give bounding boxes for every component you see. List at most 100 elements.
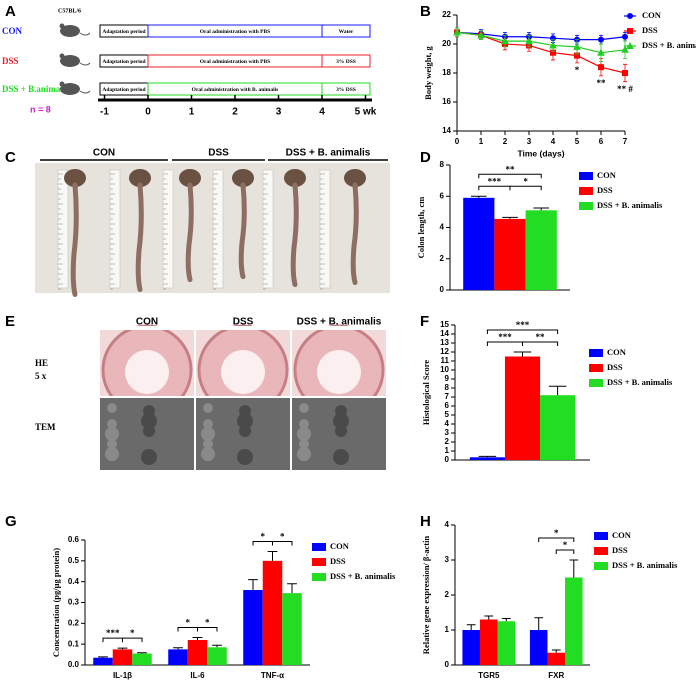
- tem-texture: [297, 447, 311, 461]
- tem-texture: [107, 439, 117, 449]
- tem-texture: [201, 427, 215, 441]
- legend-label: DSS: [607, 362, 623, 372]
- x-tick-label: 1: [479, 137, 484, 146]
- bar: [547, 652, 566, 665]
- sample-size: n = 8: [30, 104, 51, 114]
- error-bar: [287, 583, 297, 594]
- y-tick-label: 11: [441, 356, 450, 365]
- significance-bracket: [478, 185, 511, 191]
- error-bar: [137, 652, 147, 654]
- legend-swatch: [579, 172, 593, 180]
- mouse-ear: [59, 53, 65, 59]
- marker: [627, 28, 633, 34]
- phase-box: [321, 54, 371, 68]
- y-tick-label: 6: [445, 401, 450, 410]
- significance-label: *: [186, 618, 191, 628]
- error-bar: [478, 455, 497, 458]
- legend-swatch: [312, 543, 326, 551]
- colon: [70, 182, 79, 297]
- y-tick-label: 3: [445, 555, 450, 564]
- bar: [497, 621, 516, 665]
- cecum: [129, 169, 151, 187]
- significance-bracket: [197, 627, 218, 632]
- tem-texture: [107, 403, 117, 413]
- error-bar: [513, 351, 532, 357]
- timeline-label: 0: [145, 107, 151, 118]
- y-tick-label: 20: [442, 39, 451, 48]
- panel-label: D: [420, 149, 431, 166]
- mouse-icon: [60, 83, 80, 95]
- bar: [282, 593, 302, 665]
- phase-box: [321, 24, 371, 38]
- tem-texture: [237, 413, 253, 429]
- phase-box: [321, 82, 371, 96]
- tem-texture: [299, 439, 309, 449]
- tem-texture: [237, 449, 253, 465]
- mouse-icon: [60, 55, 80, 67]
- marker: [573, 42, 581, 50]
- y-tick-label: 0.2: [68, 618, 80, 627]
- legend-swatch: [589, 364, 603, 372]
- timeline-label: -1: [100, 107, 109, 118]
- panel-label: E: [5, 313, 15, 330]
- marker: [622, 33, 628, 40]
- tem-texture: [239, 405, 251, 417]
- timeline-label: 1: [189, 107, 195, 118]
- phase-label: Adaptation period: [102, 87, 145, 93]
- x-tick-label: TNF-α: [261, 671, 284, 680]
- bar: [187, 640, 208, 665]
- x-tick-label: 4: [551, 137, 556, 146]
- cecum: [232, 169, 254, 187]
- panel-label: C: [5, 149, 16, 166]
- tem-texture: [203, 439, 213, 449]
- cecum: [179, 169, 201, 187]
- mouse-ear: [59, 23, 65, 29]
- x-tick-label: 5: [575, 137, 580, 146]
- y-tick-label: 0: [445, 660, 450, 669]
- x-tick-label: IL-1β: [113, 671, 132, 680]
- y-axis-label: Concentration (pg/µg protein): [51, 548, 61, 657]
- legend-label: DSS + B. animalis: [607, 377, 673, 387]
- significance-label: ***: [106, 628, 120, 638]
- y-tick-label: 1: [445, 446, 450, 455]
- phase-label: 3% DSS: [336, 87, 356, 93]
- error-bar: [98, 656, 108, 658]
- y-tick-label: 1: [445, 625, 450, 634]
- he-crop-top: [98, 326, 388, 330]
- y-tick-label: 8: [445, 383, 450, 392]
- row-sublabel: 5 x: [35, 371, 47, 381]
- significance-bracket: [555, 549, 575, 554]
- row-label: HE: [35, 358, 48, 368]
- tem-texture: [333, 413, 349, 429]
- bar: [469, 457, 505, 460]
- tem-texture: [201, 447, 215, 461]
- significance-label: ** #: [617, 84, 633, 94]
- marker: [597, 48, 605, 56]
- group-label: DSS: [2, 56, 19, 66]
- y-tick-label: 0.5: [68, 556, 80, 565]
- legend-label: DSS + B. animalis: [597, 200, 663, 210]
- micrograph-group-label: DSS + B. animalis: [297, 317, 382, 328]
- y-tick-label: 0.6: [68, 535, 80, 544]
- marker: [598, 36, 604, 43]
- bar: [168, 649, 188, 665]
- marker: [549, 41, 557, 49]
- tem-texture: [203, 403, 213, 413]
- x-tick-label: TGR5: [478, 671, 500, 680]
- timeline-label: 3: [276, 107, 282, 118]
- legend-label: CON: [597, 170, 617, 180]
- cecum: [344, 169, 366, 187]
- legend-swatch: [579, 202, 593, 210]
- mouse-tail: [79, 90, 91, 94]
- panel-label: G: [5, 513, 17, 530]
- marker: [501, 37, 509, 45]
- tem-texture: [141, 449, 157, 465]
- y-tick-label: 22: [442, 10, 451, 19]
- phase-label: Oral administration with PBS: [200, 59, 270, 65]
- significance-bracket: [478, 173, 542, 179]
- error-bar: [548, 385, 567, 396]
- y-tick-label: 13: [440, 338, 449, 347]
- error-bar: [569, 559, 579, 578]
- colon: [238, 182, 247, 280]
- significance-bracket: [252, 540, 273, 546]
